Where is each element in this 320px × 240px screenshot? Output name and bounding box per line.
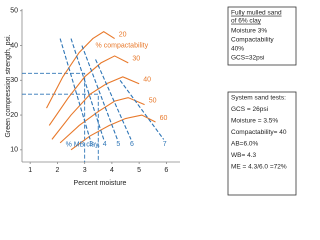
note-line: Compactability= 40 — [231, 129, 287, 136]
note-line: GCS=32psi — [231, 55, 264, 62]
series-line — [95, 59, 132, 140]
y-axis-label: Green compression strength, psi. — [5, 34, 12, 137]
y-tick-label: 30 — [10, 77, 18, 84]
note-line: Compactability — [231, 37, 274, 44]
series-label: 20 — [119, 31, 127, 38]
note-line: Moisture = 3.5% — [231, 118, 278, 125]
series-line — [59, 38, 91, 140]
series-line — [51, 76, 140, 140]
x-tick-label: 5 — [137, 167, 141, 174]
note-box — [227, 91, 297, 196]
note-box — [227, 6, 297, 66]
series-line — [46, 30, 115, 109]
reading-line — [22, 93, 99, 162]
series-label: 30 — [132, 56, 140, 63]
series-line — [119, 79, 165, 140]
annotation: % MB clay. — [66, 141, 101, 148]
series-label: 3 — [89, 141, 93, 148]
series-label: 6 — [130, 141, 134, 148]
y-tick-label: 20 — [10, 112, 18, 119]
note-heading: Fully mulled sand — [231, 10, 282, 17]
x-axis-label: Percent moisture — [74, 180, 127, 187]
note-line: AB=6.0% — [231, 141, 259, 148]
series-line — [70, 114, 156, 151]
series-label: 4 — [103, 141, 107, 148]
annotation: % compactability — [96, 42, 149, 49]
note-line: System sand tests: — [231, 95, 286, 102]
y-tick-label: 40 — [10, 42, 18, 49]
series-line — [81, 45, 118, 140]
y-tick-label: 50 — [10, 8, 18, 15]
x-tick-label: 1 — [28, 167, 32, 174]
series-label: 60 — [160, 115, 168, 122]
note-line: 40% — [231, 46, 244, 53]
chart: Percent moisture Green compression stren… — [5, 6, 297, 196]
series-label: 5 — [116, 141, 120, 148]
note-line: GCS = 26psi — [231, 106, 268, 113]
note-line: Moisture 3% — [231, 28, 267, 35]
note-line: ME = 4.3/6.0 =72% — [231, 164, 287, 171]
series-label: 7 — [163, 141, 167, 148]
note-heading: of 6% clay — [231, 18, 262, 25]
y-tick-label: 10 — [10, 147, 18, 154]
reading-line — [22, 72, 86, 162]
series-label: 50 — [149, 97, 157, 104]
note-line: WB= 4.3 — [231, 152, 256, 159]
x-tick-label: 2 — [55, 167, 59, 174]
series-label: 40 — [143, 77, 151, 84]
x-tick-label: 4 — [110, 167, 114, 174]
series-line — [48, 55, 129, 126]
x-tick-label: 6 — [164, 167, 168, 174]
series-line — [59, 97, 145, 144]
x-tick-label: 3 — [83, 167, 87, 174]
